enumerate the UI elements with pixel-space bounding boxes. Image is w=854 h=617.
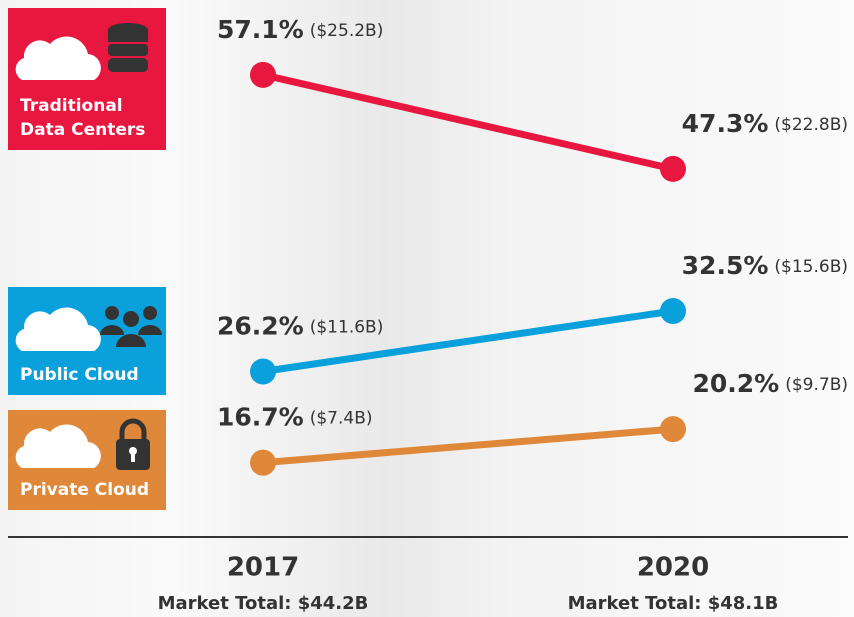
data-label: 47.3% ($22.8B)	[682, 109, 848, 138]
x-tick-label: 2017	[227, 553, 299, 583]
data-label: 57.1% ($25.2B)	[217, 15, 383, 44]
series-line	[262, 425, 674, 467]
amount-label: ($25.2B)	[310, 21, 384, 41]
series-line	[262, 71, 674, 173]
legend-public: Public Cloud	[8, 287, 166, 395]
legend-label: Traditional Data Centers	[20, 96, 146, 140]
legend-icon	[15, 23, 148, 80]
x-tick-label: 2020	[637, 553, 709, 583]
data-point	[250, 61, 276, 88]
percent-label: 16.7%	[217, 403, 304, 432]
percent-label: 57.1%	[217, 15, 304, 44]
percent-label: 20.2%	[692, 369, 779, 398]
amount-label: ($15.6B)	[774, 257, 848, 277]
amount-label: ($7.4B)	[310, 409, 373, 429]
legend-label: Public Cloud	[20, 365, 139, 385]
legend-icon	[15, 306, 162, 351]
amount-label: ($22.8B)	[774, 115, 848, 135]
legend-private: Private Cloud	[8, 410, 166, 510]
data-label: 16.7% ($7.4B)	[217, 403, 373, 432]
legend-icon	[15, 418, 150, 470]
data-label: 20.2% ($9.7B)	[692, 369, 848, 398]
percent-label: 32.5%	[682, 251, 769, 280]
series-line	[262, 307, 674, 375]
legend-label: Private Cloud	[20, 480, 150, 500]
market-total: Market Total: $48.1B	[568, 593, 779, 614]
market-total: Market Total: $44.2B	[158, 593, 369, 614]
percent-label: 47.3%	[682, 109, 769, 138]
data-label: 26.2% ($11.6B)	[217, 311, 383, 340]
amount-label: ($11.6B)	[310, 317, 384, 337]
data-point	[250, 358, 276, 385]
data-point	[660, 416, 686, 443]
data-point	[660, 155, 686, 182]
amount-label: ($9.7B)	[785, 375, 848, 395]
legend-traditional: Traditional Data Centers	[8, 8, 166, 150]
data-label: 32.5% ($15.6B)	[682, 251, 848, 280]
percent-label: 26.2%	[217, 311, 304, 340]
data-point	[250, 449, 276, 476]
data-point	[660, 298, 686, 324]
